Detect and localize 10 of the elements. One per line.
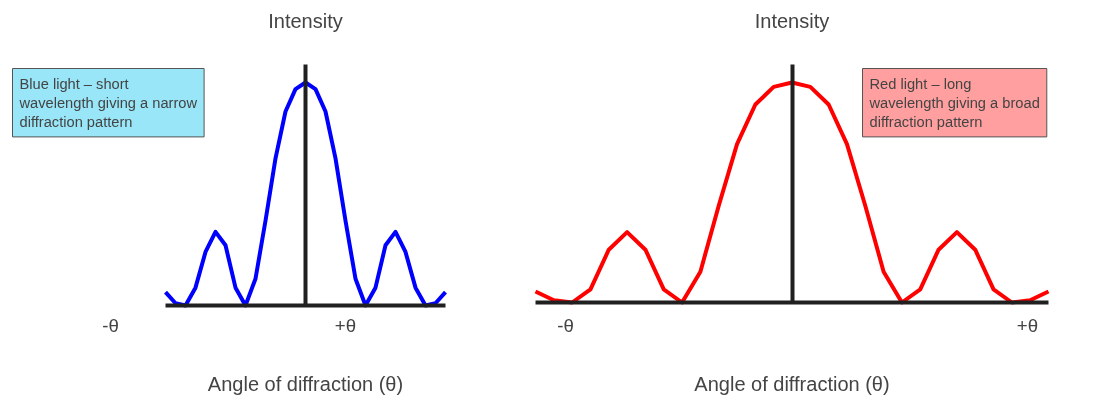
text: +θ: [334, 315, 357, 336]
y-axis-title: Intensity: [268, 9, 343, 32]
text: -θ: [102, 315, 119, 336]
x-axis-title: Angle of diffraction (θ): [207, 372, 404, 395]
text: -θ: [557, 315, 574, 336]
annotation: Red light – long wavelength giving a broad diffraction pattern: [868, 75, 1040, 130]
text: +θ: [1016, 315, 1039, 336]
annotation: Blue light – short wavelength giving a narrow diffraction pattern: [18, 75, 198, 130]
y-axis-title: Intensity: [754, 9, 830, 32]
x-axis-title: Angle of diffraction (θ): [694, 372, 890, 395]
